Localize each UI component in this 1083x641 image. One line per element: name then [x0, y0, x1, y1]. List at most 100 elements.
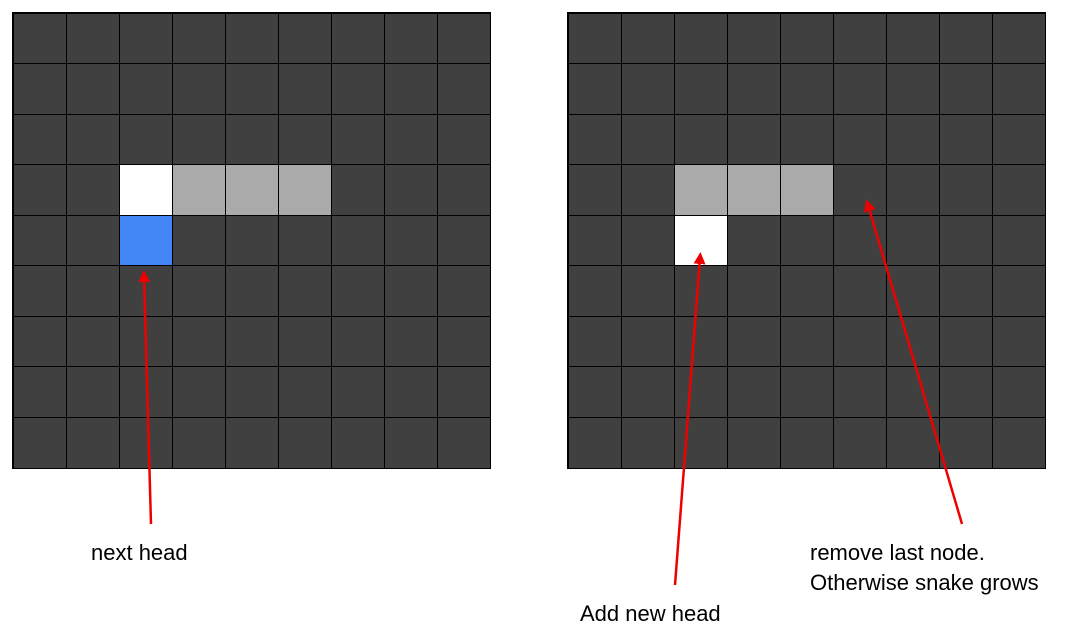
grid-cell [224, 315, 279, 368]
grid-cell [779, 265, 834, 317]
grid-cell [65, 113, 120, 166]
grid-cell [330, 416, 385, 469]
grid-cell [383, 113, 438, 166]
grid-cell-next [118, 214, 173, 267]
grid-cell [991, 63, 1046, 115]
grid-cell [224, 366, 279, 418]
grid-cell [330, 366, 385, 418]
grid-cell [171, 113, 226, 166]
grid-cell [224, 63, 279, 115]
grid-cell [65, 63, 120, 115]
grid-cell [991, 12, 1046, 65]
grid-cell [12, 164, 67, 216]
grid-cell [436, 12, 491, 65]
grid-cell [330, 315, 385, 368]
grid-cell [330, 265, 385, 317]
grid-cell [991, 315, 1046, 368]
grid-cell [171, 63, 226, 115]
grid-cell [65, 214, 120, 267]
grid-cell [171, 416, 226, 469]
grid-cell-body [673, 164, 728, 216]
grid-cell-body [726, 164, 781, 216]
grid-cell [567, 315, 622, 368]
grid-cell [277, 265, 332, 317]
grid-cell [779, 12, 834, 65]
grid-cell [620, 164, 675, 216]
grid-cell [673, 265, 728, 317]
grid-cell [118, 315, 173, 368]
grid-cell [224, 214, 279, 267]
grid-cell [65, 416, 120, 469]
grid-cell [991, 366, 1046, 418]
grid-cell [620, 12, 675, 65]
grid-cell [885, 315, 940, 368]
grid-cell [383, 315, 438, 368]
grid-cell-body [224, 164, 279, 216]
grid-cell [726, 12, 781, 65]
label-remove-last-line1: remove last node. [810, 540, 985, 565]
grid-cell [118, 265, 173, 317]
grid-cell [383, 265, 438, 317]
grid-cell [12, 416, 67, 469]
grid-cell [938, 315, 993, 368]
grid-cell [832, 12, 887, 65]
grid-cell [673, 366, 728, 418]
grid-cell [12, 12, 67, 65]
grid-cell [779, 113, 834, 166]
grid-cell [65, 315, 120, 368]
grid-cell [726, 113, 781, 166]
grid-cell [832, 315, 887, 368]
grid-cell [938, 366, 993, 418]
label-add-new-head: Add new head [580, 601, 721, 626]
grid-cell [171, 366, 226, 418]
grid-cell [620, 315, 675, 368]
grid-cell [383, 214, 438, 267]
grid-cell [620, 113, 675, 166]
grid-cell [436, 63, 491, 115]
grid-cell [12, 214, 67, 267]
grid-cell [832, 265, 887, 317]
grid-cell [436, 113, 491, 166]
grid-cell [779, 416, 834, 469]
grid-cell [436, 416, 491, 469]
grid-cell [885, 63, 940, 115]
grid-cell [171, 315, 226, 368]
grid-cell [224, 12, 279, 65]
label-remove-last-node: remove last node. Otherwise snake grows [810, 538, 1039, 598]
grid-cell [277, 113, 332, 166]
grid-cell [171, 12, 226, 65]
grid-cell [620, 214, 675, 267]
grid-cell [118, 113, 173, 166]
grid-cell [991, 416, 1046, 469]
grid-cell [885, 214, 940, 267]
grid-cell [277, 416, 332, 469]
grid-cell [224, 265, 279, 317]
grid-cell [673, 113, 728, 166]
grid-cell [938, 416, 993, 469]
grid-cell [991, 214, 1046, 267]
grid-cell [938, 12, 993, 65]
grid-cell [991, 113, 1046, 166]
grid-cell [330, 63, 385, 115]
grid-cell [118, 416, 173, 469]
grid-cell [885, 366, 940, 418]
grid-cell-body [171, 164, 226, 216]
grid-cell [330, 214, 385, 267]
grid-cell [224, 416, 279, 469]
grid-cell [673, 315, 728, 368]
grid-cell [726, 416, 781, 469]
grid-cell-body [779, 164, 834, 216]
grid-cell [118, 63, 173, 115]
grid-cell [779, 366, 834, 418]
grid-cell [567, 214, 622, 267]
grid-cell [673, 416, 728, 469]
grid-cell [12, 63, 67, 115]
grid-cell [383, 12, 438, 65]
grid-cell [832, 164, 887, 216]
grid-cell [567, 164, 622, 216]
grid-cell [726, 63, 781, 115]
grid-cell [832, 63, 887, 115]
grid-cell [938, 164, 993, 216]
grid-cell-body [277, 164, 332, 216]
grid-cell [726, 265, 781, 317]
